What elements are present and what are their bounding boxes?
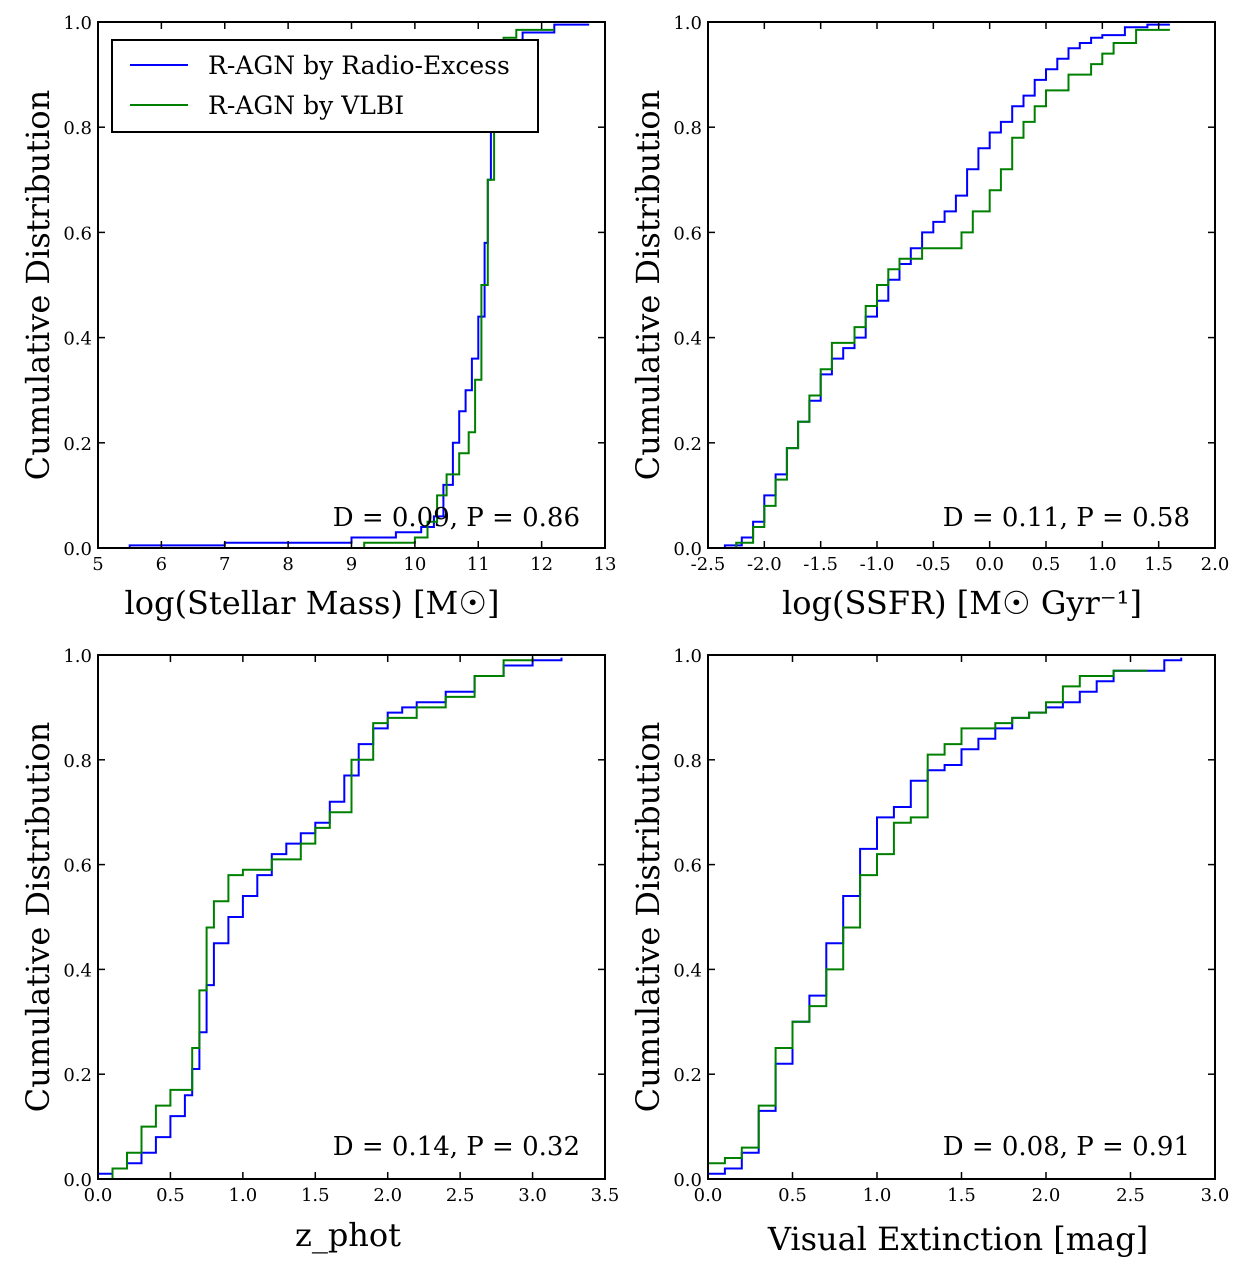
x-tick-label: 2.0 bbox=[1032, 1185, 1061, 1206]
x-tick-label: -1.5 bbox=[803, 554, 838, 575]
y-tick-label: 0.2 bbox=[673, 1065, 702, 1086]
y-tick-label: 0.0 bbox=[63, 539, 92, 560]
ks-annotation: D = 0.09, P = 0.86 bbox=[333, 503, 580, 533]
panel-ssfr: D = 0.11, P = 0.58 -2.5 -2.0 -1.5 -1.0 -0.5 0… bbox=[629, 13, 1229, 622]
x-tick-label: 1.0 bbox=[229, 1185, 258, 1206]
x-tick-label: 3.0 bbox=[1201, 1185, 1230, 1206]
panel-stellar-mass: D = 0.09, P = 0.86 5 6 7 8 9 10 11 12 13 0.0 0.2 0.… bbox=[19, 13, 616, 622]
y-tick-label: 0.6 bbox=[63, 856, 92, 877]
x-tick-label: 6 bbox=[156, 554, 167, 575]
panel-visual-extinction: D = 0.08, P = 0.91 0.0 0.5 1.0 1.5 2.0 2.5 3.0… bbox=[629, 646, 1229, 1258]
y-axis-label: Cumulative Distribution bbox=[629, 90, 667, 480]
series-line-vlbi bbox=[707, 669, 1148, 1179]
y-tick-label: 0.4 bbox=[673, 329, 702, 350]
x-tick-label: 9 bbox=[346, 554, 357, 575]
x-tick-label: 1.5 bbox=[1144, 554, 1173, 575]
series-group bbox=[97, 657, 563, 1179]
y-tick-label: 0.2 bbox=[63, 434, 92, 455]
x-tick-label: 1.5 bbox=[947, 1185, 976, 1206]
x-tick-label: 2.5 bbox=[446, 1185, 475, 1206]
y-axis-label: Cumulative Distribution bbox=[19, 90, 57, 480]
x-tick-label: 1.0 bbox=[1088, 554, 1117, 575]
x-tick-label: 8 bbox=[282, 554, 293, 575]
y-tick-label: 0.6 bbox=[63, 223, 92, 244]
series-line-radio-excess bbox=[723, 23, 1170, 548]
y-tick-label: 0.8 bbox=[63, 751, 92, 772]
legend-frame bbox=[111, 39, 539, 133]
ks-annotation: D = 0.14, P = 0.32 bbox=[333, 1132, 580, 1162]
y-tick-label: 0.4 bbox=[673, 960, 702, 981]
x-tick-label: 12 bbox=[530, 554, 553, 575]
y-tick-label: 1.0 bbox=[673, 646, 702, 667]
series-line-vlbi bbox=[735, 28, 1170, 548]
x-tick-label: 2.0 bbox=[373, 1185, 402, 1206]
ks-annotation: D = 0.11, P = 0.58 bbox=[943, 503, 1190, 533]
x-tick-label: 11 bbox=[467, 554, 490, 575]
y-tick-label: 0.4 bbox=[63, 960, 92, 981]
series-group bbox=[707, 657, 1183, 1179]
x-tick-label: 2.0 bbox=[1201, 554, 1230, 575]
series-line-radio-excess bbox=[707, 657, 1183, 1179]
x-tick-label: 7 bbox=[219, 554, 230, 575]
x-tick-label: 5 bbox=[92, 554, 103, 575]
axes-frame bbox=[707, 21, 1216, 549]
x-tick-label: -2.5 bbox=[691, 554, 726, 575]
legend-label-radio-excess: R-AGN by Radio-Excess bbox=[208, 51, 510, 80]
y-tick-label: 0.2 bbox=[63, 1065, 92, 1086]
x-tick-label: 1.5 bbox=[301, 1185, 330, 1206]
series-line-vlbi bbox=[111, 657, 534, 1179]
x-tick-label: 2.5 bbox=[1116, 1185, 1145, 1206]
y-tick-label: 0.2 bbox=[673, 434, 702, 455]
y-tick-label: 1.0 bbox=[673, 13, 702, 34]
y-axis-label: Cumulative Distribution bbox=[19, 722, 57, 1112]
x-axis-label: Visual Extinction [mag] bbox=[767, 1220, 1148, 1258]
y-tick-label: 0.4 bbox=[63, 329, 92, 350]
y-tick-label: 1.0 bbox=[63, 646, 92, 667]
x-tick-label: 0.5 bbox=[156, 1185, 185, 1206]
series-line-radio-excess bbox=[97, 657, 563, 1179]
y-tick-label: 0.0 bbox=[673, 1170, 702, 1191]
x-tick-label: 0.5 bbox=[1032, 554, 1061, 575]
y-tick-label: 1.0 bbox=[63, 13, 92, 34]
y-tick-label: 0.8 bbox=[63, 118, 92, 139]
panel-zphot: D = 0.14, P = 0.32 0.0 0.5 1.0 1.5 2.0 2.5 3.0… bbox=[19, 646, 619, 1254]
y-tick-label: 0.8 bbox=[673, 751, 702, 772]
x-tick-label: -0.5 bbox=[916, 554, 951, 575]
x-tick-label: 3.0 bbox=[518, 1185, 547, 1206]
x-axis-label: log(SSFR) [M☉ Gyr⁻¹] bbox=[782, 584, 1142, 622]
x-tick-label: 0.0 bbox=[694, 1185, 723, 1206]
legend-label-vlbi: R-AGN by VLBI bbox=[208, 91, 404, 120]
x-tick-label: 0.0 bbox=[84, 1185, 113, 1206]
y-tick-label: 0.6 bbox=[673, 223, 702, 244]
ks-annotation: D = 0.08, P = 0.91 bbox=[943, 1132, 1190, 1162]
y-axis-label: Cumulative Distribution bbox=[629, 722, 667, 1112]
y-tick-label: 0.6 bbox=[673, 856, 702, 877]
x-tick-label: 0.0 bbox=[975, 554, 1004, 575]
y-tick-label: 0.0 bbox=[63, 1170, 92, 1191]
x-tick-label: -2.0 bbox=[747, 554, 782, 575]
x-tick-label: 13 bbox=[594, 554, 617, 575]
x-axis-label: log(Stellar Mass) [M☉] bbox=[125, 584, 500, 622]
x-tick-label: 1.0 bbox=[863, 1185, 892, 1206]
x-axis-label: z_phot bbox=[295, 1216, 401, 1254]
legend: R-AGN by Radio-Excess R-AGN by VLBI bbox=[111, 39, 539, 133]
axes-frame bbox=[97, 654, 606, 1180]
x-tick-label: 10 bbox=[403, 554, 426, 575]
series-group bbox=[723, 23, 1170, 548]
x-tick-label: -1.0 bbox=[860, 554, 895, 575]
y-tick-label: 0.0 bbox=[673, 539, 702, 560]
x-tick-label: 0.5 bbox=[778, 1185, 807, 1206]
x-tick-label: 3.5 bbox=[591, 1185, 620, 1206]
y-tick-label: 0.8 bbox=[673, 118, 702, 139]
